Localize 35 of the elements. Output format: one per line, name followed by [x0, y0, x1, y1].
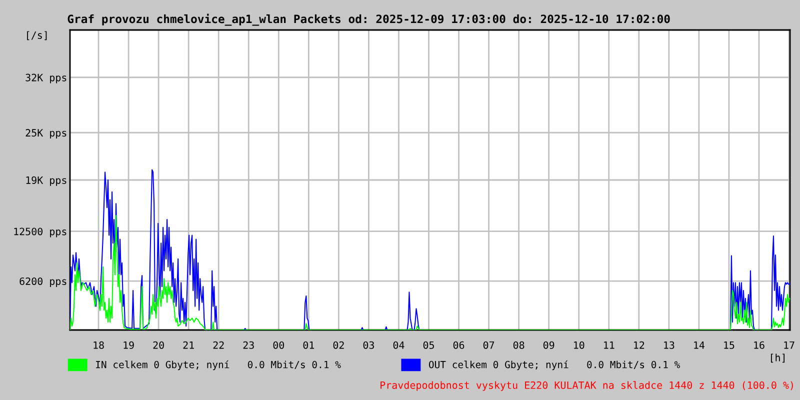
x-tick-label: 14: [694, 341, 704, 349]
x-tick-label: 21: [183, 341, 194, 349]
x-tick-label: 04: [393, 341, 404, 349]
x-tick-label: 09: [543, 341, 554, 349]
x-axis-title: [h]: [770, 354, 785, 363]
y-tick-label: 19K pps: [26, 176, 66, 186]
y-tick-label: 25K pps: [26, 129, 66, 139]
y-axis-title: [/s]: [27, 31, 47, 40]
x-tick-label: 11: [604, 341, 614, 349]
x-tick-label: 06: [453, 341, 464, 349]
y-tick-label: 6200 pps: [20, 277, 66, 287]
y-tick-label: 32K pps: [26, 74, 66, 84]
x-tick-label: 23: [243, 341, 254, 349]
x-tick-label: 05: [423, 341, 434, 349]
x-tick-label: 12: [634, 341, 644, 349]
x-tick-label: 19: [124, 341, 134, 349]
y-tick-label: 12500 pps: [14, 228, 66, 238]
x-tick-label: 07: [483, 341, 494, 349]
x-tick-label: 15: [724, 341, 734, 349]
x-tick-label: 02: [333, 341, 344, 349]
x-tick-label: 10: [574, 341, 584, 349]
x-tick-label: 18: [94, 341, 104, 349]
x-tick-label: 03: [363, 341, 374, 349]
x-tick-label: 08: [513, 341, 524, 349]
x-tick-label: 17: [784, 341, 794, 349]
legend-label: IN celkem 0 Gbyte; nyní 0.0 Mbit/s 0.1 %: [96, 360, 341, 370]
legend-label: OUT celkem 0 Gbyte; nyní 0.0 Mbit/s 0.1 %: [428, 360, 680, 370]
x-tick-label: 22: [213, 341, 224, 349]
chart-title: Graf provozu chmelovice_ap1_wlan Packets od: 2025-12-09 17:03:00 do: 2025-12-10 17:02:00: [68, 14, 670, 26]
x-tick-label: 00: [273, 341, 284, 349]
text: Pravdepodobnost vyskytu E220 KULATAK na skladce 1440 z 1440 (100.0 %): [380, 381, 793, 391]
x-tick-label: 16: [754, 341, 764, 349]
x-tick-label: 13: [664, 341, 674, 349]
x-tick-label: 20: [153, 341, 164, 349]
x-tick-label: 01: [303, 341, 314, 349]
